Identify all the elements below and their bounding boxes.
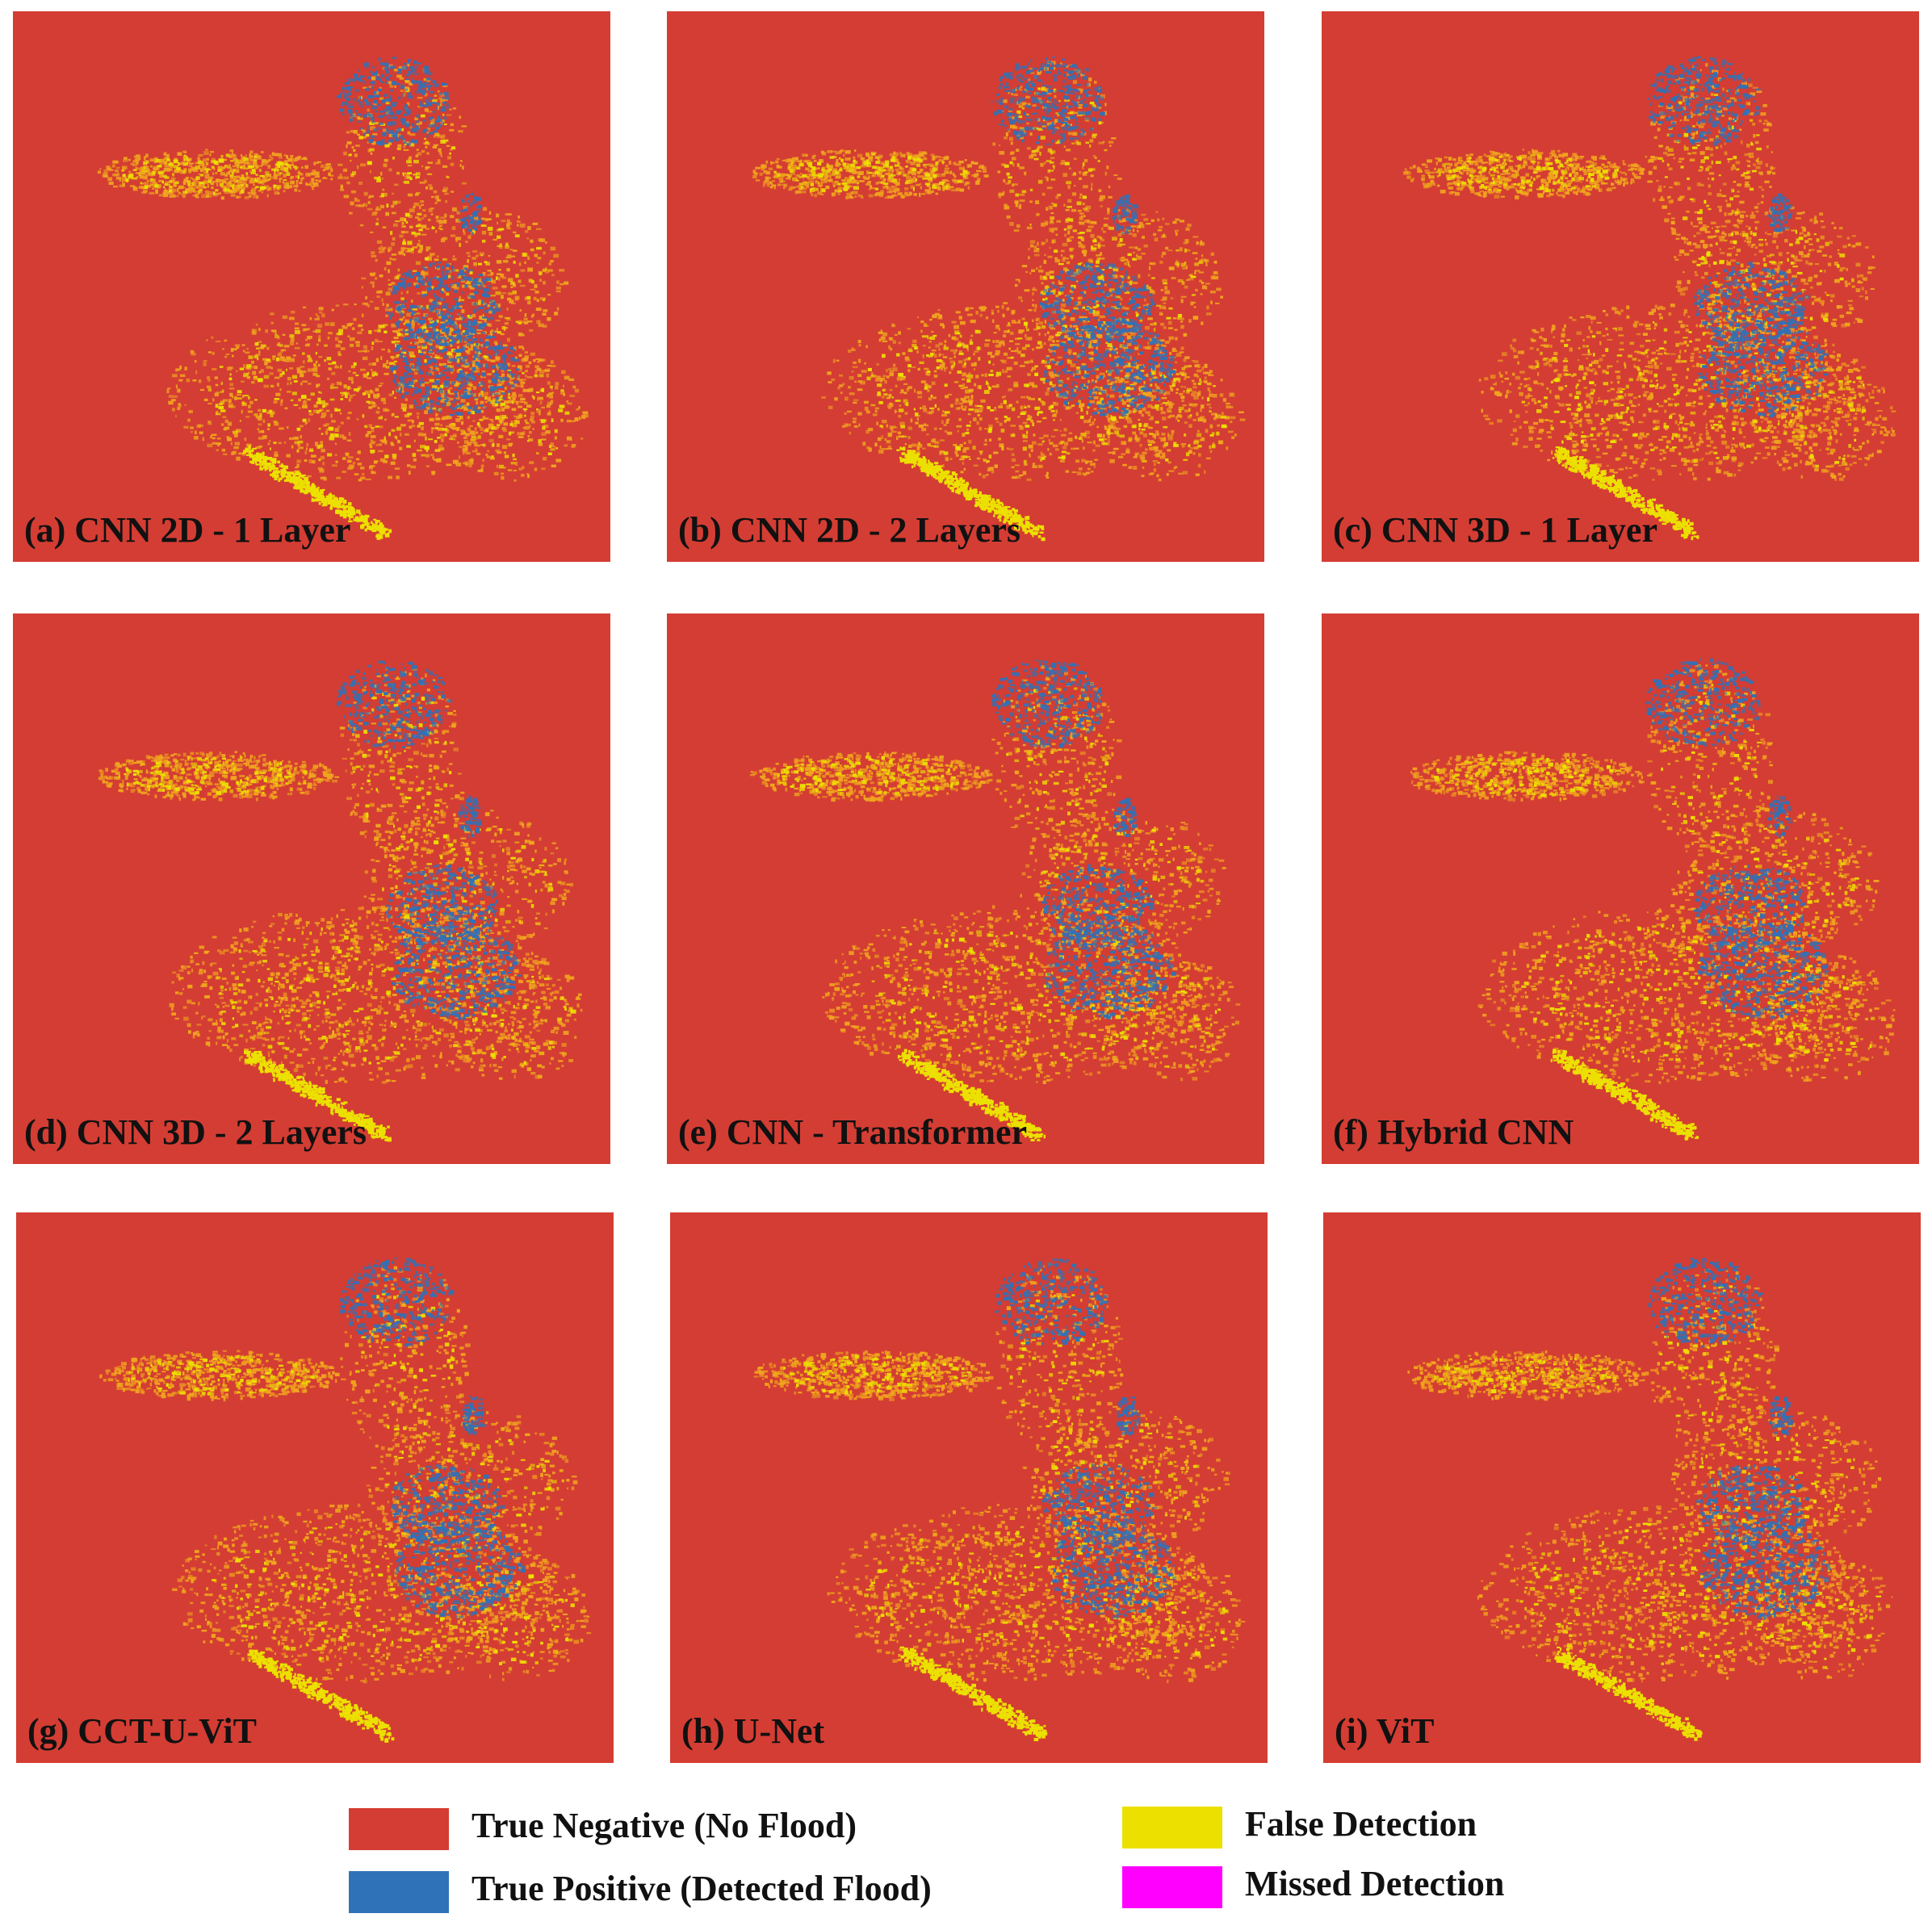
panel-label-b: (b) CNN 2D - 2 Layers — [678, 509, 1020, 551]
flood-map-i — [1407, 1258, 1893, 1741]
panel-label-e: (e) CNN - Transformer — [678, 1112, 1027, 1153]
map-panel-g: (g) CCT-U-ViT — [16, 1212, 614, 1763]
legend-label-missed-detection: Missed Detection — [1245, 1863, 1504, 1904]
map-panel-i: (i) ViT — [1323, 1212, 1921, 1763]
legend-swatch-true-negative — [349, 1808, 449, 1850]
flood-map-h — [753, 1258, 1246, 1742]
map-panel-a: (a) CNN 2D - 1 Layer — [13, 11, 610, 562]
map-panel-e: (e) CNN - Transformer — [667, 613, 1264, 1164]
panel-label-d: (d) CNN 3D - 2 Layers — [24, 1112, 367, 1153]
legend-label-true-positive: True Positive (Detected Flood) — [471, 1868, 932, 1909]
legend-swatch-missed-detection — [1122, 1866, 1222, 1908]
map-panel-b: (b) CNN 2D - 2 Layers — [667, 11, 1264, 562]
flood-map-e — [750, 659, 1241, 1141]
panel-label-c: (c) CNN 3D - 1 Layer — [1333, 509, 1657, 551]
panel-label-f: (f) Hybrid CNN — [1333, 1112, 1574, 1153]
panel-label-g: (g) CCT-U-ViT — [27, 1710, 257, 1752]
flood-map-d — [98, 660, 583, 1142]
flood-map-f — [1410, 658, 1896, 1141]
legend-label-false-detection: False Detection — [1245, 1803, 1477, 1844]
legend-swatch-true-positive — [349, 1871, 449, 1913]
map-panel-c: (c) CNN 3D - 1 Layer — [1322, 11, 1919, 562]
map-panel-f: (f) Hybrid CNN — [1322, 613, 1919, 1164]
flood-map-a — [97, 57, 589, 540]
legend-swatch-false-detection — [1122, 1807, 1222, 1849]
panel-label-i: (i) ViT — [1335, 1710, 1434, 1752]
flood-map-g — [99, 1257, 592, 1743]
panel-label-h: (h) U-Net — [681, 1710, 824, 1752]
flood-map-c — [1403, 56, 1896, 541]
map-panel-h: (h) U-Net — [670, 1212, 1268, 1763]
flood-map-b — [752, 57, 1246, 542]
legend-label-true-negative: True Negative (No Flood) — [471, 1805, 857, 1846]
panel-label-a: (a) CNN 2D - 1 Layer — [24, 509, 350, 551]
map-panel-d: (d) CNN 3D - 2 Layers — [13, 613, 610, 1164]
